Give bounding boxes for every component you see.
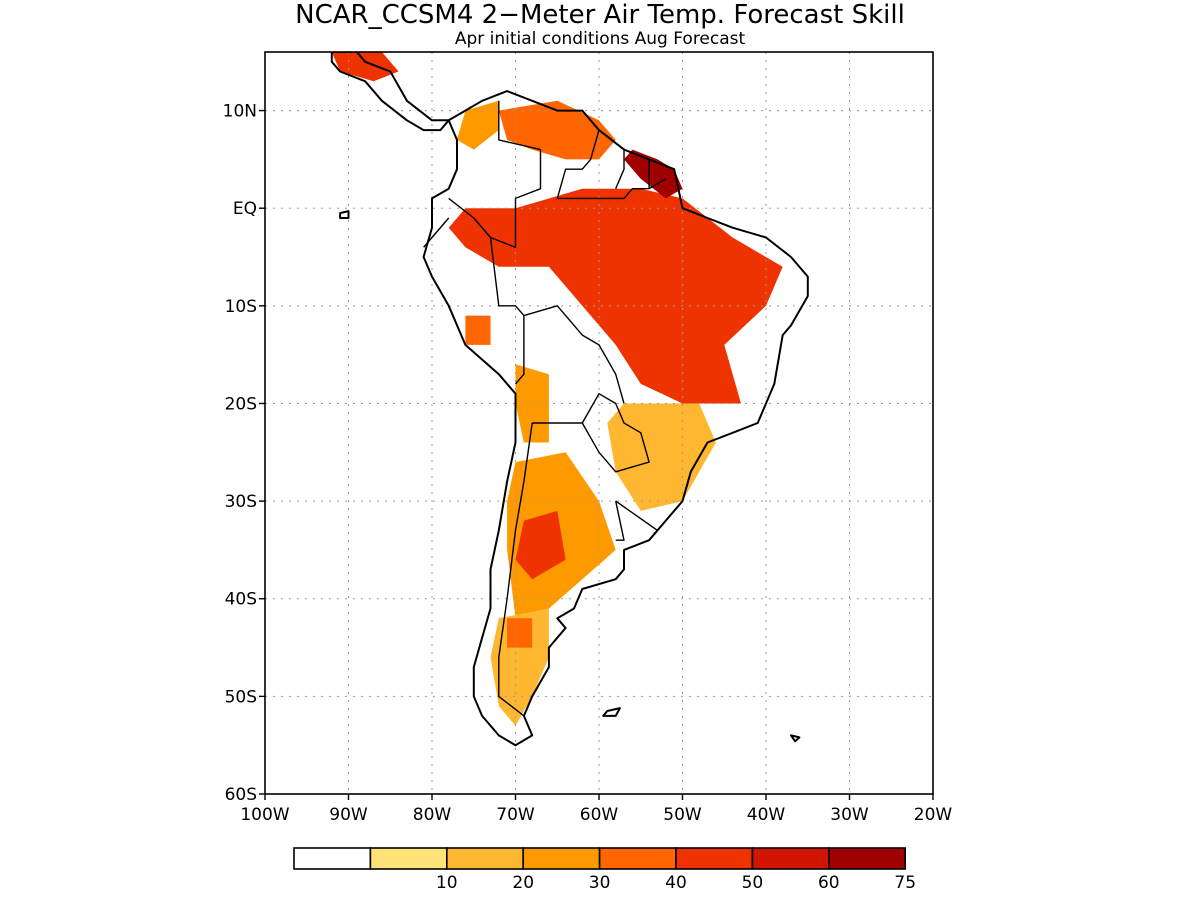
longitude-labels: 100W 90W 80W 70W 60W 50W 40W 30W 20W <box>240 794 952 825</box>
skill-region-patagonia-core <box>507 618 533 648</box>
lon-tick-label: 30W <box>830 805 869 825</box>
island-outline <box>339 210 350 219</box>
legend-label: 20 <box>512 873 534 893</box>
skill-region-guiana-north <box>624 149 683 199</box>
skill-shading-layer <box>331 52 783 726</box>
skill-region-argentina-core <box>515 510 566 580</box>
legend-swatch <box>445 847 524 870</box>
legend-label: 30 <box>589 873 611 893</box>
map-title: NCAR_CCSM4 2−Meter Air Temp. Forecast Sk… <box>295 0 905 30</box>
lat-tick-label: 50S <box>225 687 257 707</box>
legend-swatch <box>675 847 754 870</box>
legend-swatch <box>751 847 830 870</box>
skill-region-central-america <box>331 52 399 82</box>
legend-swatch <box>522 847 601 870</box>
lon-tick-label: 90W <box>329 805 368 825</box>
legend-swatch <box>293 847 372 870</box>
coastline-layer <box>330 52 809 747</box>
legend-label: 60 <box>818 873 840 893</box>
lat-tick-label: EQ <box>233 199 257 219</box>
central-america-coastline <box>330 52 450 132</box>
skill-region-peru-patch <box>465 315 491 345</box>
country-border <box>498 422 533 717</box>
legend-swatch <box>827 847 906 870</box>
island-outline <box>790 734 801 743</box>
country-border <box>615 500 625 541</box>
lon-tick-label: 80W <box>413 805 452 825</box>
country-border <box>448 100 542 249</box>
lat-tick-label: 60S <box>225 785 257 805</box>
country-border <box>532 393 650 473</box>
country-border <box>556 129 667 200</box>
legend-swatch <box>598 847 677 870</box>
legend-label: 10 <box>436 873 458 893</box>
skill-region-amazon-broad <box>448 188 783 404</box>
lon-tick-label: 100W <box>240 805 289 825</box>
legend-label: 50 <box>742 873 764 893</box>
lon-tick-label: 20W <box>914 805 953 825</box>
skill-region-brazil-south <box>607 403 716 511</box>
legend-label: 40 <box>665 873 687 893</box>
country-border <box>423 217 450 248</box>
lat-tick-label: 20S <box>225 394 257 414</box>
skill-region-caribbean-colombia <box>457 100 499 150</box>
island-outline <box>602 707 621 717</box>
map-subtitle: Apr initial conditions Aug Forecast <box>455 29 746 49</box>
legend-label: 75 <box>894 873 916 893</box>
south-america-coastline <box>422 90 809 747</box>
lon-tick-label: 70W <box>496 805 535 825</box>
country-border <box>615 149 625 189</box>
lat-tick-label: 10N <box>223 102 257 122</box>
map-plot-area <box>265 52 933 794</box>
lat-tick-label: 10S <box>225 297 257 317</box>
lat-tick-label: 30S <box>225 492 257 512</box>
lat-tick-label: 40S <box>225 590 257 610</box>
country-border <box>615 500 659 541</box>
country-border <box>523 305 625 404</box>
latitude-labels: 10N EQ 10S 20S 30S 40S 50S 60S <box>223 102 265 805</box>
lon-tick-label: 60W <box>580 805 619 825</box>
lon-tick-label: 40W <box>747 805 786 825</box>
legend-swatch <box>369 847 448 870</box>
color-legend: 10 20 30 40 50 60 75 <box>293 847 916 893</box>
map-background <box>265 52 933 794</box>
lon-tick-label: 50W <box>663 805 702 825</box>
